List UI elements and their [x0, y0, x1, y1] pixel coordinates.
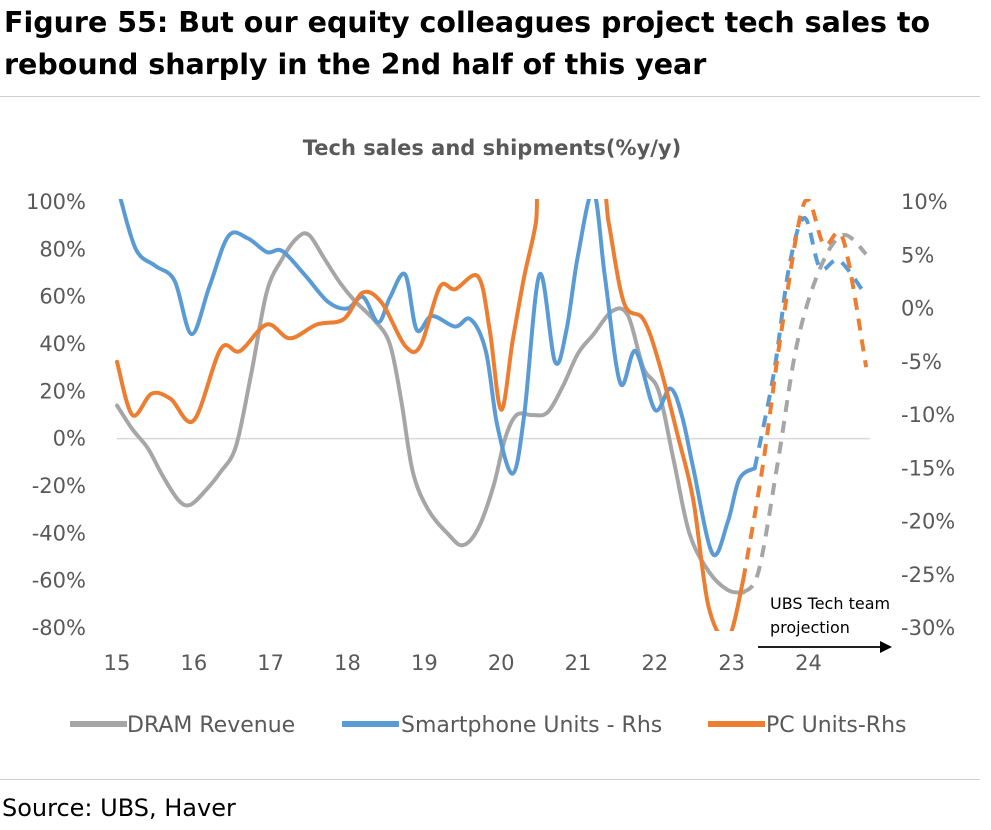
legend-label-smartphone: Smartphone Units - Rhs: [401, 713, 662, 738]
x-tick-label: 18: [334, 651, 361, 675]
projection-annotation: UBS Tech team projection: [758, 594, 892, 653]
x-tick-label: 20: [488, 651, 515, 675]
series-projection-dram: [741, 233, 868, 594]
left-y-tick-label: 100%: [26, 190, 86, 214]
top-divider: [0, 96, 980, 97]
x-tick-label: 24: [795, 651, 822, 675]
legend: DRAM Revenue Smartphone Units - Rhs PC U…: [70, 713, 907, 738]
left-y-tick-label: -40%: [32, 521, 86, 545]
left-y-tick-label: -20%: [32, 474, 86, 498]
source-note: Source: UBS, Haver: [2, 794, 236, 822]
right-y-tick-label: 0%: [901, 297, 934, 321]
series-lines: [115, 199, 869, 631]
series-line-pc: [115, 199, 746, 631]
series-projection-smartphone: [752, 216, 868, 469]
left-y-tick-label: -60%: [32, 569, 86, 593]
left-y-tick-label: 80%: [39, 237, 86, 261]
legend-label-dram: DRAM Revenue: [127, 713, 295, 738]
chart-title: Tech sales and shipments(%y/y): [303, 136, 681, 160]
right-y-tick-label: 5%: [901, 243, 934, 267]
annotation-line-1: UBS Tech team: [770, 594, 890, 613]
left-y-tick-label: 60%: [39, 285, 86, 309]
left-y-axis: 100% 80% 60% 40% 20% 0% -20% -40% -60% -80%: [26, 190, 86, 640]
x-axis: 15 16 17 18 19 20 21 22 23 24: [104, 651, 822, 675]
x-tick-label: 19: [411, 651, 438, 675]
right-y-tick-label: -25%: [901, 563, 955, 587]
legend-label-pc: PC Units-Rhs: [766, 713, 907, 738]
right-y-tick-label: -30%: [901, 616, 955, 640]
series-line-smartphone: [118, 199, 757, 558]
x-tick-label: 23: [718, 651, 745, 675]
projection-arrow-head: [880, 641, 892, 653]
left-y-tick-label: 40%: [39, 332, 86, 356]
x-tick-label: 17: [257, 651, 284, 675]
x-tick-label: 22: [641, 651, 668, 675]
series-projection-pc: [741, 199, 869, 581]
right-y-tick-label: -5%: [901, 350, 942, 374]
right-y-tick-label: -10%: [901, 403, 955, 427]
series-line-dram: [115, 231, 746, 595]
x-tick-label: 16: [180, 651, 207, 675]
left-y-tick-label: 0%: [53, 427, 86, 451]
figure-title-line-1: Figure 55: But our equity colleagues pro…: [4, 6, 931, 39]
left-y-tick-label: 20%: [39, 379, 86, 403]
x-tick-label: 15: [104, 651, 131, 675]
left-y-tick-label: -80%: [32, 616, 86, 640]
x-tick-label: 21: [565, 651, 592, 675]
right-y-tick-label: 10%: [901, 190, 948, 214]
right-y-tick-label: -15%: [901, 456, 955, 480]
bottom-divider: [0, 779, 980, 780]
figure-title-line-2: rebound sharply in the 2nd half of this …: [4, 48, 707, 81]
right-y-tick-label: -20%: [901, 510, 955, 534]
figure-title: Figure 55: But our equity colleagues pro…: [4, 2, 986, 86]
annotation-line-2: projection: [770, 618, 850, 637]
right-y-axis: 10% 5% 0% -5% -10% -15% -20% -25% -30%: [901, 190, 955, 640]
